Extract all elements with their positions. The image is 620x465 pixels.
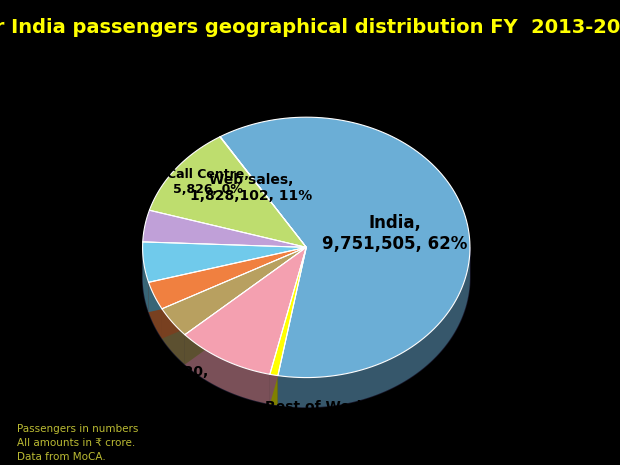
Text: Next 20,
1,540,570, 10%: Next 20, 1,540,570, 10% xyxy=(87,365,209,395)
Polygon shape xyxy=(143,242,306,282)
Polygon shape xyxy=(220,137,306,247)
Text: Saudi Arabia,
790,664, 5%: Saudi Arabia, 790,664, 5% xyxy=(9,250,115,280)
Text: Rest of World,
124,899, 1%: Rest of World, 124,899, 1% xyxy=(265,400,376,430)
Text: Call Centre,
5,826, 0%: Call Centre, 5,826, 0% xyxy=(167,168,249,196)
Polygon shape xyxy=(270,247,306,404)
Polygon shape xyxy=(143,247,149,312)
Polygon shape xyxy=(185,335,270,404)
Polygon shape xyxy=(149,247,306,312)
Text: UK,
553,432, 3%: UK, 553,432, 3% xyxy=(30,290,127,320)
Polygon shape xyxy=(143,247,470,407)
Polygon shape xyxy=(162,247,306,339)
Polygon shape xyxy=(162,309,185,365)
Polygon shape xyxy=(149,247,306,312)
Polygon shape xyxy=(143,210,306,247)
Polygon shape xyxy=(149,247,306,309)
Polygon shape xyxy=(162,247,306,339)
Polygon shape xyxy=(270,247,306,404)
Polygon shape xyxy=(278,247,306,405)
Text: Air India passengers geographical distribution FY  2013-2014: Air India passengers geographical distri… xyxy=(0,19,620,37)
Polygon shape xyxy=(149,137,306,247)
Polygon shape xyxy=(185,247,306,365)
Polygon shape xyxy=(270,247,306,376)
Polygon shape xyxy=(220,117,470,378)
Polygon shape xyxy=(185,247,306,365)
Polygon shape xyxy=(149,282,162,339)
Polygon shape xyxy=(278,247,470,407)
Polygon shape xyxy=(185,247,306,374)
Polygon shape xyxy=(162,247,306,335)
Polygon shape xyxy=(278,247,306,405)
Text: USA,
622,720, 4%: USA, 622,720, 4% xyxy=(19,207,116,237)
Text: UAE,
613,836, 4%: UAE, 613,836, 4% xyxy=(51,321,148,351)
Polygon shape xyxy=(270,374,278,405)
Text: Passengers in numbers
All amounts in ₹ crore.
Data from MoCA.
© bangaloreaviatio: Passengers in numbers All amounts in ₹ c… xyxy=(17,424,150,465)
Text: India,
9,751,505, 62%: India, 9,751,505, 62% xyxy=(322,214,467,253)
Text: Web sales,
1,828,102, 11%: Web sales, 1,828,102, 11% xyxy=(190,173,312,203)
